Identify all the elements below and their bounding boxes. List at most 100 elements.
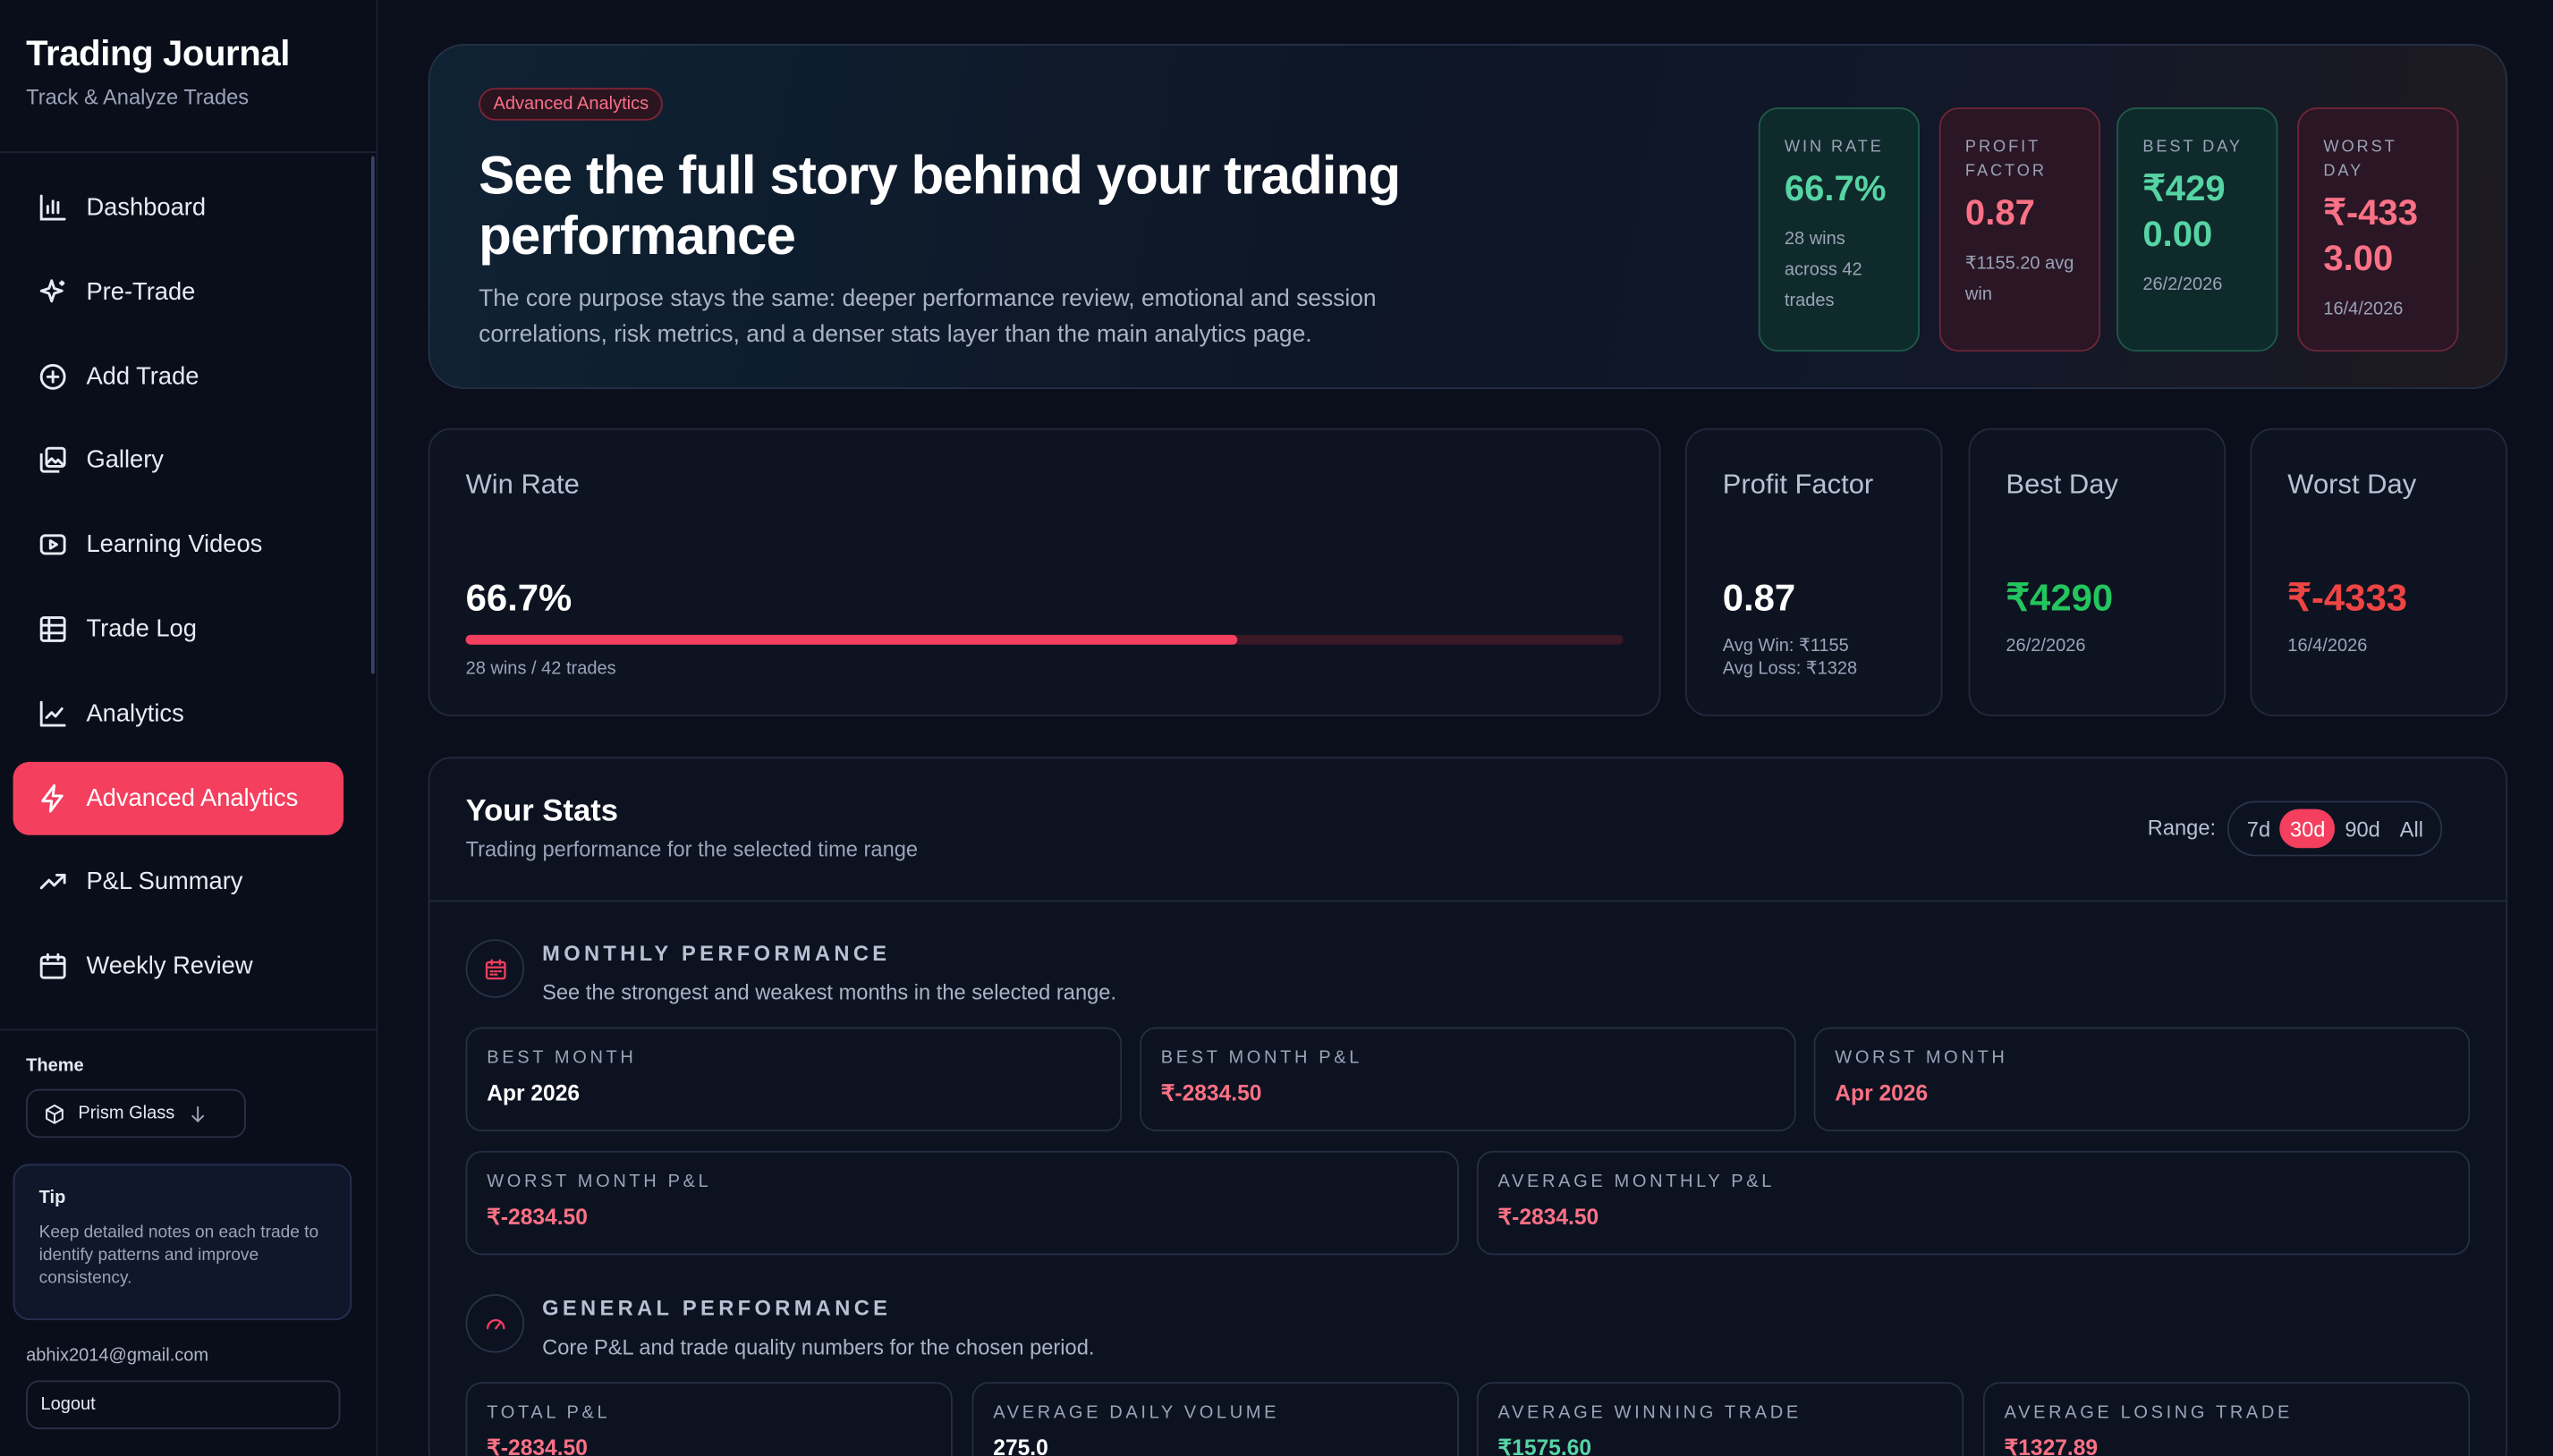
- bar-chart-icon: [39, 194, 66, 221]
- hero-card-value: 0.87: [1964, 191, 2035, 233]
- hero-card-label: WIN RATE: [1784, 138, 1884, 157]
- card-date: 26/2/2026: [2006, 636, 2086, 656]
- tile-value: 275.0: [993, 1435, 1048, 1456]
- tile-average-monthly-pnl: AVERAGE MONTHLY P&L ₹-2834.50: [1476, 1150, 2471, 1256]
- sidebar-item-gallery[interactable]: Gallery: [13, 424, 344, 497]
- sidebar-item-learning-videos[interactable]: Learning Videos: [13, 508, 344, 581]
- sidebar-item-label: Advanced Analytics: [86, 783, 299, 812]
- cube-icon: [46, 1104, 64, 1123]
- trending-up-icon: [39, 874, 66, 890]
- range-option-90d[interactable]: 90d: [2345, 816, 2380, 842]
- card-title: Profit Factor: [1722, 469, 1874, 500]
- sidebar-scrollbar[interactable]: [370, 156, 375, 674]
- sidebar-item-add-trade[interactable]: Add Trade: [13, 340, 344, 413]
- lightning-icon: [41, 783, 64, 812]
- hero-card-sub: 28 wins across 42 trades: [1784, 229, 1862, 311]
- sidebar-item-label: P&L Summary: [86, 868, 243, 896]
- stats-subtitle: Trading performance for the selected tim…: [465, 836, 919, 861]
- stats-title: Your Stats: [465, 794, 618, 829]
- hero-card-value: ₹-4333.00: [2323, 191, 2418, 279]
- range-option-30d[interactable]: 30d: [2280, 808, 2336, 849]
- monthly-section-title: MONTHLY PERFORMANCE: [542, 941, 891, 966]
- range-option-all[interactable]: All: [2399, 816, 2423, 842]
- sidebar-item-label: Analytics: [86, 699, 184, 728]
- tile-worst-month-pnl: WORST MONTH P&L ₹-2834.50: [465, 1150, 1459, 1256]
- tile-value: Apr 2026: [487, 1080, 581, 1105]
- arrow-down-icon: [191, 1105, 205, 1122]
- sidebar-item-pre-trade[interactable]: Pre-Trade: [13, 255, 344, 328]
- range-label: Range:: [2147, 815, 2217, 841]
- user-email: abhix2014@gmail.com: [26, 1346, 209, 1367]
- tile-value: ₹-2834.50: [1160, 1080, 1262, 1105]
- app-subtitle: Track & Analyze Trades: [26, 84, 250, 109]
- sparkles-icon: [39, 278, 65, 302]
- card-title: Win Rate: [465, 469, 580, 500]
- sidebar-nav: Dashboard Pre-Trade Add Trade Gallery Le…: [13, 171, 344, 1014]
- tip-text: Keep detailed notes on each trade to ide…: [38, 1222, 319, 1288]
- tile-label: BEST MONTH: [487, 1048, 637, 1069]
- general-section-subtitle: Core P&L and trade quality numbers for t…: [542, 1334, 1095, 1359]
- hero-card-best-day: BEST DAY ₹4290.00 26/2/2026: [2116, 107, 2278, 352]
- stats-panel: Your Stats Trading performance for the s…: [428, 757, 2508, 1456]
- hero-card-sub: 26/2/2026: [2142, 275, 2223, 295]
- monthly-section-subtitle: See the strongest and weakest months in …: [542, 979, 1117, 1005]
- gallery-icon: [39, 447, 66, 474]
- general-section-icon: [465, 1294, 525, 1353]
- sidebar-item-label: Learning Videos: [86, 530, 263, 559]
- tile-best-month-pnl: BEST MONTH P&L ₹-2834.50: [1140, 1027, 1796, 1132]
- hero-card-win-rate: WIN RATE 66.7% 28 wins across 42 trades: [1758, 107, 1920, 352]
- sidebar-item-trade-log[interactable]: Trade Log: [13, 593, 344, 666]
- logout-button[interactable]: Logout: [26, 1380, 341, 1430]
- tile-label: WORST MONTH: [1835, 1048, 2008, 1069]
- monthly-section-icon: [465, 939, 525, 998]
- tile-average-daily-volume: AVERAGE DAILY VOLUME 275.0: [971, 1382, 1459, 1456]
- tile-value: ₹-2834.50: [1497, 1204, 1599, 1230]
- sidebar-item-advanced-analytics[interactable]: Advanced Analytics: [13, 761, 344, 834]
- tile-total-pnl: TOTAL P&L ₹-2834.50: [465, 1382, 953, 1456]
- hero-card-sub: ₹1155.20 avg win: [1964, 253, 2074, 305]
- tile-label: AVERAGE WINNING TRADE: [1497, 1402, 1802, 1423]
- hero-card-label: PROFIT FACTOR: [1964, 138, 2047, 182]
- profit-factor-card: Profit Factor 0.87 Avg Win: ₹1155 Avg Lo…: [1684, 427, 1943, 716]
- tile-label: TOTAL P&L: [487, 1402, 611, 1423]
- tile-average-winning-trade: AVERAGE WINNING TRADE ₹1575.60: [1476, 1382, 1964, 1456]
- hero-card-value: 66.7%: [1784, 167, 1887, 208]
- hero-card-worst-day: WORST DAY ₹-4333.00 16/4/2026: [2297, 107, 2459, 352]
- theme-selector[interactable]: Prism Glass: [26, 1088, 246, 1139]
- theme-value: Prism Glass: [78, 1104, 175, 1123]
- gauge-icon: [486, 1318, 505, 1329]
- win-rate-card: Win Rate 66.7% 28 wins / 42 trades: [428, 427, 1661, 716]
- sidebar-footer: Theme Prism Glass Tip Keep detailed note…: [0, 1029, 378, 1455]
- sidebar-item-label: Dashboard: [86, 193, 207, 222]
- tip-title: Tip: [38, 1188, 66, 1208]
- avg-loss: Avg Loss: ₹1328: [1722, 659, 1858, 680]
- sidebar-item-weekly-review[interactable]: Weekly Review: [13, 930, 344, 1003]
- tile-label: AVERAGE MONTHLY P&L: [1497, 1172, 1776, 1192]
- range-option-7d[interactable]: 7d: [2246, 816, 2271, 842]
- calendar-icon: [39, 953, 66, 979]
- sidebar-item-label: Weekly Review: [86, 952, 253, 981]
- theme-label: Theme: [26, 1056, 84, 1077]
- sidebar-item-label: Trade Log: [86, 614, 197, 643]
- tip-box: Tip Keep detailed notes on each trade to…: [13, 1164, 352, 1321]
- line-chart-icon: [39, 700, 66, 727]
- tile-label: AVERAGE DAILY VOLUME: [993, 1402, 1280, 1423]
- sidebar-item-pnl-summary[interactable]: P&L Summary: [13, 845, 344, 918]
- tile-value: Apr 2026: [1835, 1080, 1929, 1105]
- tile-label: AVERAGE LOSING TRADE: [2004, 1402, 2294, 1423]
- hero-card-label: WORST DAY: [2323, 138, 2397, 182]
- hero-card-profit-factor: PROFIT FACTOR 0.87 ₹1155.20 avg win: [1938, 107, 2100, 352]
- sidebar-item-dashboard[interactable]: Dashboard: [13, 171, 344, 244]
- tile-label: BEST MONTH P&L: [1160, 1048, 1363, 1069]
- hero-badge: Advanced Analytics: [479, 88, 664, 121]
- table-icon: [39, 616, 66, 642]
- card-sub: 28 wins / 42 trades: [465, 659, 616, 680]
- hero-card-sub: 16/4/2026: [2323, 299, 2404, 319]
- tile-value: ₹1575.60: [1497, 1435, 1591, 1456]
- app-title: Trading Journal: [26, 32, 291, 73]
- sidebar-item-label: Add Trade: [86, 362, 199, 391]
- worst-day-card: Worst Day ₹-4333 16/4/2026: [2250, 427, 2508, 716]
- sidebar-item-analytics[interactable]: Analytics: [13, 677, 344, 750]
- sidebar: Trading Journal Track & Analyze Trades D…: [0, 0, 378, 1456]
- stats-header: Your Stats Trading performance for the s…: [429, 758, 2506, 902]
